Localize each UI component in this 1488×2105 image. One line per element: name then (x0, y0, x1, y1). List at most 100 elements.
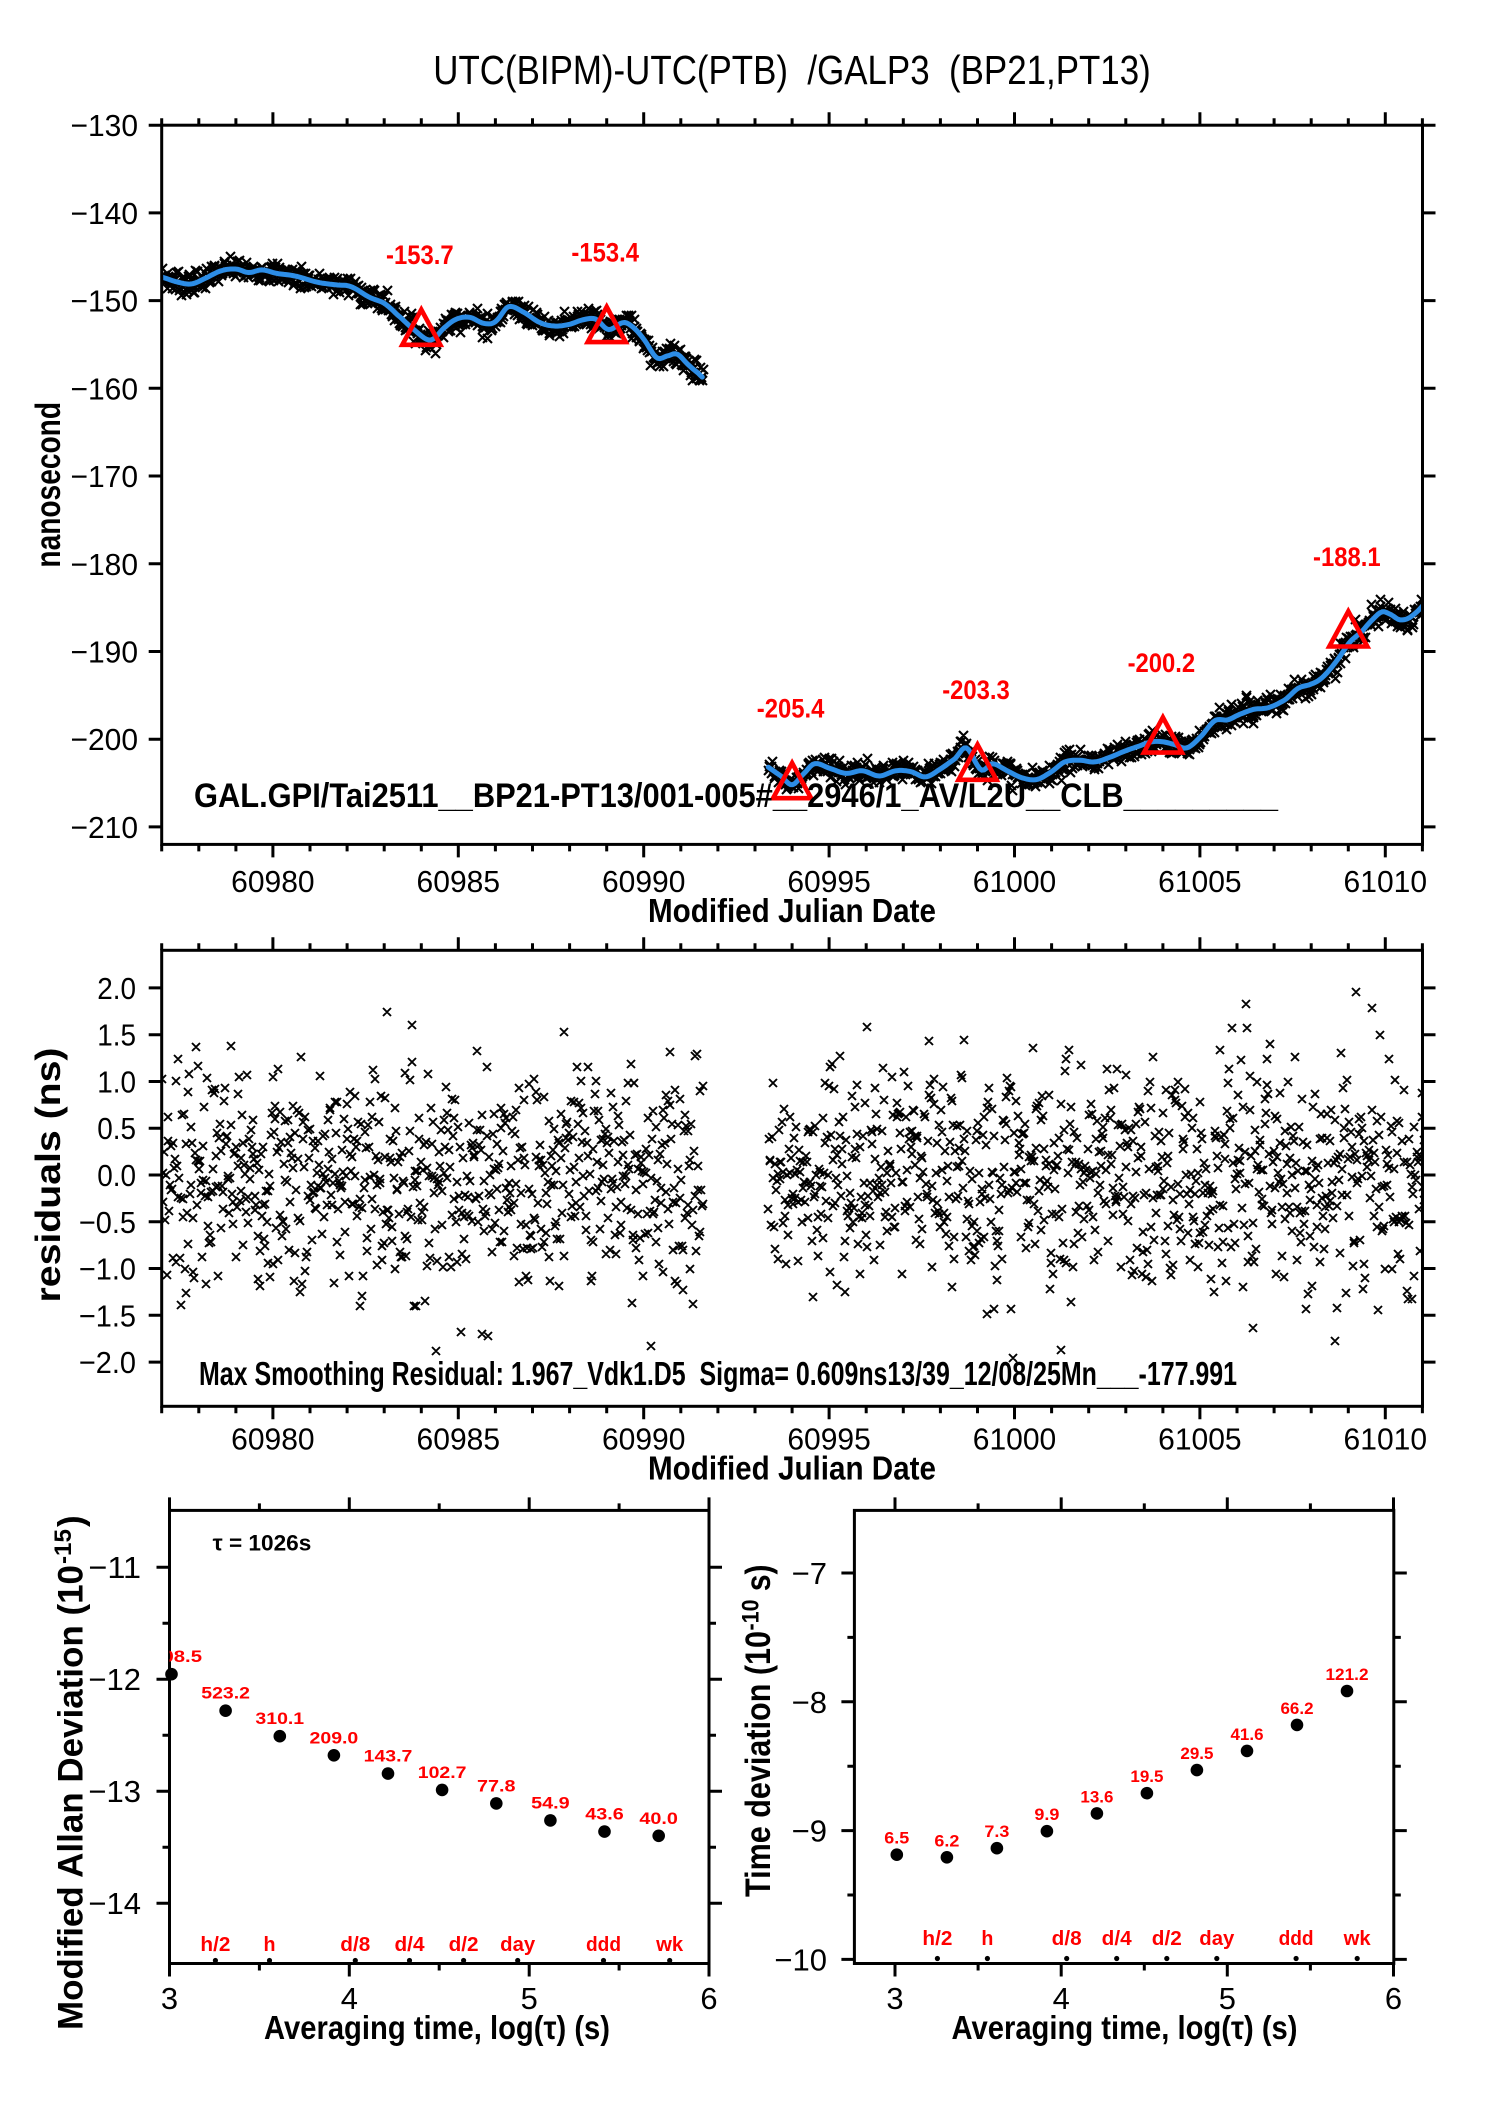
svg-text:Modified Julian Date: Modified Julian Date (648, 892, 936, 929)
svg-text:-10: -10 (738, 1600, 765, 1631)
svg-text:ddd: ddd (586, 1934, 621, 1956)
svg-text:−12: −12 (88, 1662, 141, 1697)
svg-text:-15: -15 (50, 1529, 77, 1564)
svg-text:13.6: 13.6 (1080, 1787, 1113, 1806)
svg-text:ddd: ddd (1279, 1928, 1314, 1950)
svg-text:wk: wk (655, 1934, 684, 1956)
svg-text:Max Smoothing Residual: 1.967_: Max Smoothing Residual: 1.967_Vdk1.D5 Si… (199, 1355, 1237, 1392)
svg-text:−11: −11 (88, 1550, 141, 1585)
svg-text:τ = 1026s: τ = 1026s (213, 1531, 312, 1556)
svg-text:1108.5: 1108.5 (141, 1647, 202, 1666)
svg-text:60990: 60990 (602, 864, 686, 899)
svg-text:−13: −13 (88, 1774, 141, 1809)
svg-text:-205.4: -205.4 (757, 694, 825, 724)
svg-text:−1.5: −1.5 (79, 1298, 136, 1333)
svg-text:h/2: h/2 (922, 1928, 952, 1950)
svg-text:−14: −14 (88, 1886, 141, 1921)
svg-text:60995: 60995 (787, 1422, 871, 1457)
svg-text:523.2: 523.2 (201, 1684, 250, 1703)
svg-text:−180: −180 (71, 547, 139, 582)
svg-text:2.0: 2.0 (97, 971, 136, 1006)
svg-text:4: 4 (341, 1981, 358, 2016)
svg-text:4: 4 (1053, 1981, 1070, 2016)
svg-text:−10: −10 (774, 1942, 827, 1977)
svg-text:nanosecond: nanosecond (29, 402, 68, 568)
svg-text:−170: −170 (71, 459, 139, 494)
svg-text:9.9: 9.9 (1034, 1805, 1059, 1824)
svg-text:143.7: 143.7 (364, 1747, 413, 1766)
svg-text:61000: 61000 (973, 1422, 1057, 1457)
svg-text:60980: 60980 (231, 864, 315, 899)
svg-text:h: h (264, 1934, 276, 1956)
svg-text:−140: −140 (71, 196, 139, 231)
svg-text:6: 6 (700, 1981, 717, 2016)
svg-text:h/2: h/2 (200, 1934, 230, 1956)
svg-text:d/2: d/2 (449, 1934, 479, 1956)
svg-text:60985: 60985 (417, 864, 501, 899)
svg-text:UTC(BIPM)-UTC(PTB) /GALP3 (B: UTC(BIPM)-UTC(PTB) /GALP3 (BP21,PT13) (433, 47, 1151, 93)
svg-text:66.2: 66.2 (1281, 1699, 1314, 1718)
svg-text:6.2: 6.2 (934, 1831, 959, 1850)
svg-text:Averaging time, log(τ) (s): Averaging time, log(τ) (s) (952, 2009, 1298, 2046)
svg-text:-188.1: -188.1 (1313, 542, 1381, 572)
svg-text:GAL.GPI/Tai2511__BP21-PT13/001: GAL.GPI/Tai2511__BP21-PT13/001-005#__294… (194, 777, 1279, 815)
svg-text:d/2: d/2 (1152, 1928, 1182, 1950)
svg-text:−200: −200 (71, 722, 139, 757)
svg-text:−9: −9 (792, 1814, 827, 1849)
svg-text:61000: 61000 (973, 864, 1057, 899)
svg-text:−7: −7 (792, 1556, 827, 1591)
svg-text:5: 5 (521, 1981, 538, 2016)
svg-text:6.5: 6.5 (884, 1829, 909, 1848)
svg-text:residuals (ns): residuals (ns) (29, 1048, 68, 1303)
svg-text:19.5: 19.5 (1130, 1767, 1163, 1786)
svg-text:7.3: 7.3 (984, 1822, 1009, 1841)
svg-text:0.5: 0.5 (97, 1111, 136, 1146)
svg-text:102.7: 102.7 (418, 1763, 467, 1782)
svg-text:): ) (52, 1515, 91, 1527)
svg-text:-200.2: -200.2 (1128, 648, 1196, 678)
svg-text:−1.0: −1.0 (79, 1252, 136, 1287)
svg-text:60990: 60990 (602, 1422, 686, 1457)
svg-text:d/8: d/8 (340, 1934, 370, 1956)
svg-text:41.6: 41.6 (1231, 1725, 1264, 1744)
svg-text:−210: −210 (71, 810, 139, 845)
svg-text:61005: 61005 (1158, 1422, 1242, 1457)
svg-text:day: day (500, 1934, 536, 1956)
svg-text:60995: 60995 (787, 864, 871, 899)
svg-text:43.6: 43.6 (585, 1805, 624, 1824)
svg-text:wk: wk (1343, 1928, 1372, 1950)
svg-text:-153.7: -153.7 (386, 240, 454, 270)
svg-text:−190: −190 (71, 635, 139, 670)
svg-text:209.0: 209.0 (310, 1728, 359, 1747)
svg-text:Modified Julian Date: Modified Julian Date (648, 1450, 936, 1487)
svg-text:61010: 61010 (1344, 1422, 1428, 1457)
svg-text:54.9: 54.9 (531, 1793, 570, 1812)
svg-text:day: day (1199, 1928, 1235, 1950)
svg-text:0.0: 0.0 (97, 1158, 136, 1193)
svg-text:121.2: 121.2 (1326, 1665, 1369, 1684)
svg-text:Time deviation (10: Time deviation (10 (739, 1631, 778, 1897)
svg-text:d/4: d/4 (1102, 1928, 1133, 1950)
svg-text:40.0: 40.0 (639, 1809, 678, 1828)
svg-text:Averaging time, log(τ) (s): Averaging time, log(τ) (s) (264, 2009, 610, 2046)
svg-text:310.1: 310.1 (255, 1709, 304, 1728)
svg-text:−2.0: −2.0 (79, 1345, 136, 1380)
svg-text:h: h (981, 1928, 993, 1950)
svg-text:77.8: 77.8 (477, 1776, 516, 1795)
svg-text:s): s) (739, 1565, 778, 1600)
svg-text:d/8: d/8 (1052, 1928, 1082, 1950)
svg-text:1.0: 1.0 (97, 1065, 136, 1100)
svg-text:61005: 61005 (1158, 864, 1242, 899)
svg-text:Modified Allan Deviation (10: Modified Allan Deviation (10 (52, 1565, 91, 2030)
svg-text:−8: −8 (792, 1685, 827, 1720)
svg-text:-153.4: -153.4 (571, 237, 639, 267)
svg-text:3: 3 (886, 1981, 903, 2016)
svg-text:-203.3: -203.3 (942, 675, 1010, 705)
svg-text:60980: 60980 (231, 1422, 315, 1457)
svg-text:3: 3 (161, 1981, 178, 2016)
svg-text:−130: −130 (71, 108, 139, 143)
svg-text:61010: 61010 (1344, 864, 1428, 899)
svg-text:29.5: 29.5 (1180, 1744, 1213, 1763)
svg-text:d/4: d/4 (395, 1934, 426, 1956)
svg-text:5: 5 (1219, 1981, 1236, 2016)
